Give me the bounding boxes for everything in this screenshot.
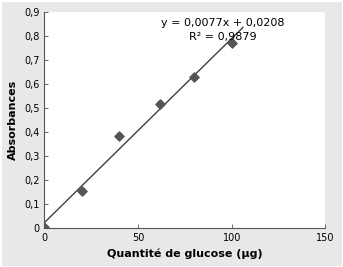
Text: R² = 0,9879: R² = 0,9879 bbox=[189, 33, 256, 42]
Point bbox=[191, 75, 197, 79]
Text: y = 0,0077x + 0,0208: y = 0,0077x + 0,0208 bbox=[161, 18, 284, 28]
Point bbox=[42, 225, 47, 229]
Point bbox=[158, 102, 163, 107]
Y-axis label: Absorbances: Absorbances bbox=[8, 80, 18, 160]
Point bbox=[229, 41, 234, 46]
Point bbox=[117, 134, 122, 138]
Point bbox=[79, 189, 84, 193]
X-axis label: Quantité de glucose (µg): Quantité de glucose (µg) bbox=[107, 248, 263, 259]
